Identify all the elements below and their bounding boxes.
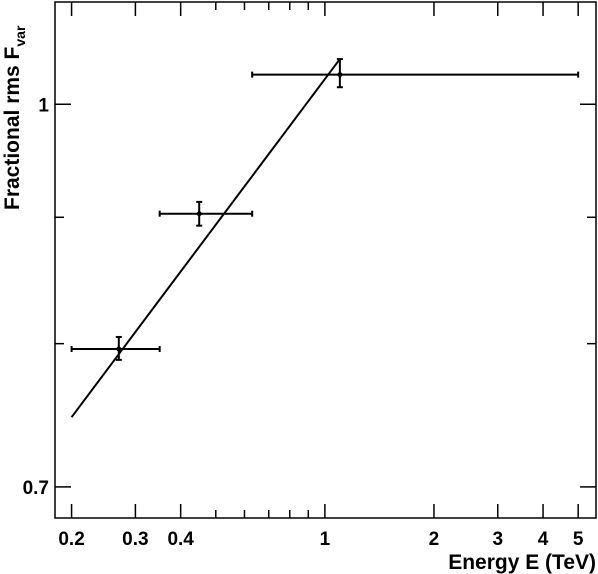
tick-labels: 0.2 0.3 0.4 1 2 3 4 5 1 0.7 — [23, 95, 584, 550]
data-point-0 — [116, 346, 122, 352]
data-series — [70, 58, 580, 418]
x-tick-label-1: 0.3 — [122, 529, 148, 550]
x-tick-label-2: 0.4 — [167, 529, 194, 550]
x-tick-label-3: 1 — [320, 529, 331, 550]
axis-ticks — [55, 2, 596, 518]
y-tick-label-1: 0.7 — [23, 478, 49, 499]
x-axis-title: Energy E (TeV) — [448, 551, 596, 574]
y-tick-label-0: 1 — [38, 95, 49, 116]
x-tick-label-7: 5 — [573, 529, 584, 550]
data-point-2 — [337, 72, 343, 78]
y-axis-title-subscript: var — [12, 25, 28, 47]
fit-line — [70, 58, 341, 418]
x-tick-label-6: 4 — [538, 529, 549, 550]
x-tick-label-0: 0.2 — [58, 529, 84, 550]
y-axis-title-main: Fractional rms F — [1, 46, 24, 210]
data-point-1 — [196, 211, 202, 217]
y-axis-title: Fractional rms Fvar — [1, 25, 28, 210]
x-tick-label-4: 2 — [429, 529, 440, 550]
x-tick-label-5: 3 — [492, 529, 503, 550]
